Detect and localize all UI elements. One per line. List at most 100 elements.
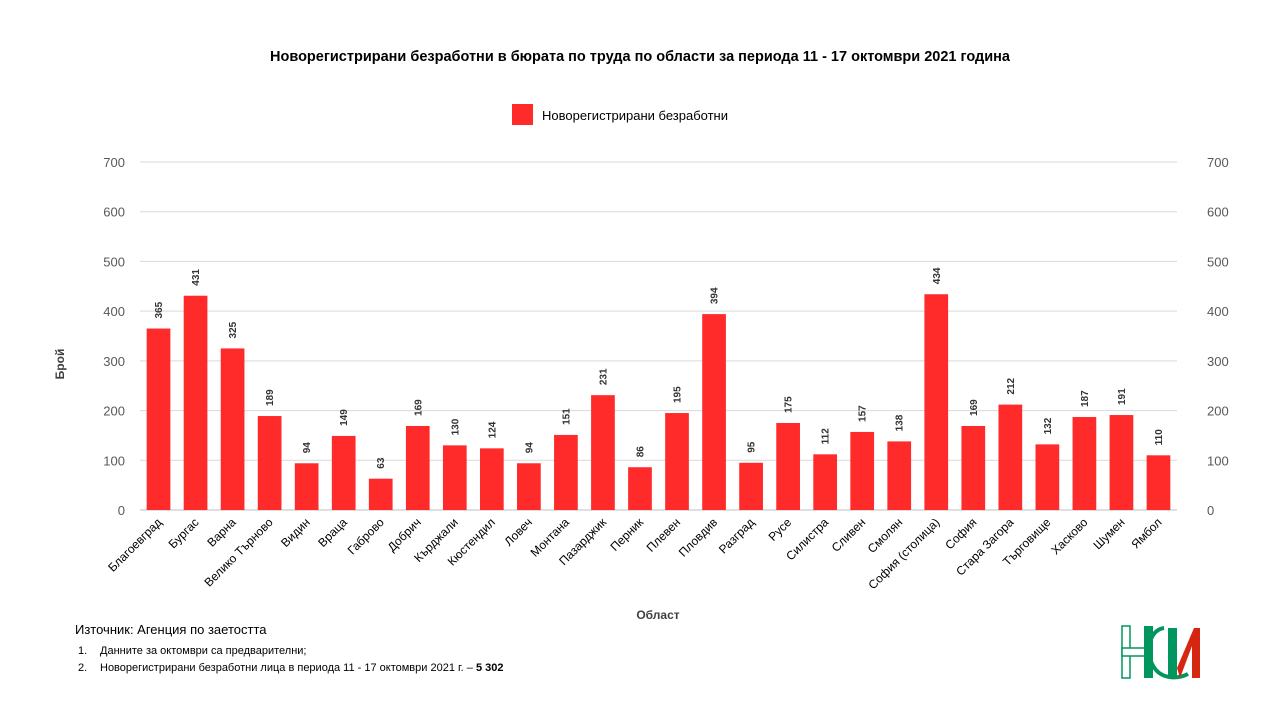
y-tick-label: 600 <box>103 205 125 220</box>
x-tick-label: Ямбол <box>1128 515 1164 551</box>
data-label: 189 <box>265 389 276 406</box>
bar <box>850 431 875 510</box>
x-axis-title: Област <box>636 608 679 620</box>
data-label: 149 <box>339 409 350 426</box>
y-tick-label: 700 <box>1207 155 1229 170</box>
data-label: 157 <box>858 405 869 422</box>
y-tick-label: 400 <box>1207 304 1229 319</box>
bar <box>665 413 689 510</box>
data-label: 187 <box>1080 390 1091 407</box>
y-axis-title: Брой <box>53 349 67 380</box>
y-tick-label: 400 <box>103 304 125 319</box>
x-tick-label: София (столица) <box>865 515 942 592</box>
y-tick-label: 300 <box>103 354 125 369</box>
y-tick-label: 600 <box>1207 205 1229 220</box>
data-label: 212 <box>1006 377 1017 394</box>
bar <box>294 463 319 510</box>
bar <box>331 435 356 510</box>
data-label: 191 <box>1117 388 1128 405</box>
bar <box>554 434 578 510</box>
bar <box>591 395 615 510</box>
y-tick-label: 100 <box>1207 453 1229 468</box>
legend-swatch <box>512 104 533 125</box>
bar <box>1072 417 1097 510</box>
x-tick-label: Перник <box>608 515 647 554</box>
bar <box>739 462 763 510</box>
data-label: 112 <box>821 428 832 445</box>
data-label: 195 <box>673 386 684 403</box>
bar <box>1146 455 1171 510</box>
data-label: 86 <box>635 446 646 458</box>
y-tick-label: 100 <box>103 453 125 468</box>
legend: Новорегистрирани безработни <box>512 104 728 125</box>
y-tick-label: 0 <box>1207 503 1214 518</box>
legend-label: Новорегистрирани безработни <box>542 108 728 123</box>
x-tick-label: Враца <box>315 515 350 550</box>
x-tick-label: Благоевград <box>105 515 164 574</box>
bar <box>220 348 245 510</box>
x-tick-label: Велико Търново <box>201 515 276 590</box>
y-tick-label: 500 <box>1207 254 1229 269</box>
bar <box>368 478 393 510</box>
bar <box>146 328 171 510</box>
footnotes: 1. Данните за октомври са предварителни; … <box>78 645 503 679</box>
y-tick-label: 200 <box>103 404 125 419</box>
data-label: 138 <box>895 414 906 431</box>
data-label: 169 <box>413 399 424 416</box>
x-tick-label: Варна <box>204 515 239 550</box>
data-label: 63 <box>376 457 387 469</box>
chart-title: Новорегистрирани безработни в бюрата по … <box>270 49 1011 65</box>
data-label: 231 <box>598 368 609 385</box>
x-tick-label: Видин <box>278 515 313 550</box>
bars <box>146 294 1171 510</box>
bar <box>1035 444 1060 510</box>
data-label: 394 <box>710 287 721 304</box>
data-label: 434 <box>932 267 943 284</box>
bar <box>517 463 541 510</box>
bar <box>887 441 912 510</box>
x-tick-label: Сливен <box>829 515 869 555</box>
gridlines <box>140 161 1177 511</box>
bar <box>776 423 800 510</box>
data-label: 95 <box>747 441 758 453</box>
data-label: 431 <box>191 269 202 286</box>
data-label: 124 <box>487 421 498 438</box>
nsi-logo <box>1121 625 1200 680</box>
data-label: 151 <box>561 408 572 425</box>
x-tick-label: Русе <box>766 515 795 544</box>
data-labels: 365 431 325 189 94 149 63 169 130 124 94 151 231 86 19… <box>154 267 1165 469</box>
data-label: 325 <box>228 321 239 338</box>
data-label: 132 <box>1043 417 1054 434</box>
footnote-2: 2. Новорегистрирани безработни лица в пер… <box>78 662 504 674</box>
bar <box>405 425 430 510</box>
x-tick-label: Габрово <box>345 515 387 557</box>
data-label: 110 <box>1154 429 1165 446</box>
bar <box>961 425 986 510</box>
footnote-1: 1. Данните за октомври са предварителни; <box>78 645 307 657</box>
bar <box>442 445 467 510</box>
source-note: Източник: Агенция по заетостта <box>75 622 267 637</box>
x-tick-label: Шумен <box>1090 515 1127 552</box>
bar <box>924 294 949 510</box>
bar <box>628 467 652 510</box>
x-tick-label: Разград <box>716 515 757 556</box>
bar <box>479 448 504 510</box>
y-tick-label: 500 <box>103 254 125 269</box>
bar <box>998 404 1023 510</box>
x-tick-label: Бургас <box>166 515 202 551</box>
data-label: 169 <box>969 399 980 416</box>
bar <box>702 314 726 510</box>
bar <box>813 454 838 510</box>
y-axis-right: 0 100 200 300 400 500 600 700 <box>1207 155 1229 518</box>
data-label: 94 <box>524 442 535 454</box>
y-tick-label: 0 <box>118 503 125 518</box>
y-axis-left: 0 100 200 300 400 500 600 700 <box>103 155 125 518</box>
y-tick-label: 700 <box>103 155 125 170</box>
x-tick-label: Ловеч <box>502 515 535 548</box>
y-tick-label: 200 <box>1207 404 1229 419</box>
bar-chart: Новорегистрирани безработни в бюрата по … <box>53 49 1229 620</box>
x-tick-label: Хасково <box>1048 515 1090 557</box>
bar <box>183 295 208 510</box>
data-label: 130 <box>450 418 461 435</box>
